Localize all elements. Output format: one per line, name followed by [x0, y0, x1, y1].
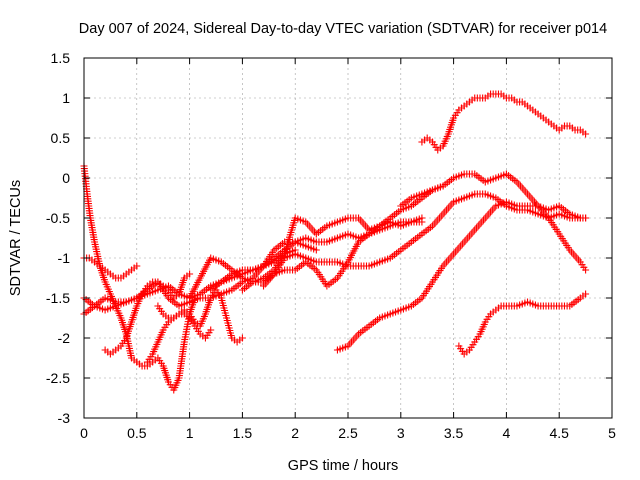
series-arc2	[133, 294, 199, 394]
y-tick-label: -1.5	[46, 290, 70, 306]
series-arc1	[80, 162, 141, 366]
y-tick-label: -0.5	[46, 210, 70, 226]
x-tick-label: 1	[186, 425, 194, 441]
data-point	[207, 326, 215, 334]
y-axis-label: SDTVAR / TECUs	[8, 180, 24, 296]
x-tick-label: 0.5	[127, 425, 147, 441]
data-point	[312, 246, 320, 254]
x-tick-label: 3	[397, 425, 405, 441]
data-point	[582, 290, 590, 298]
data-point	[582, 266, 590, 274]
data-series	[80, 90, 590, 394]
data-point	[582, 214, 590, 222]
y-tick-label: -2.5	[46, 370, 70, 386]
grid	[84, 58, 612, 418]
x-tick-label: 3.5	[444, 425, 464, 441]
data-point	[418, 218, 426, 226]
x-tick-label: 2	[291, 425, 299, 441]
series-arc15	[397, 170, 590, 222]
y-tick-label: 1	[62, 90, 70, 106]
y-tick-label: -1	[58, 250, 71, 266]
x-tick-label: 0	[80, 425, 88, 441]
series-arc3	[80, 254, 141, 282]
y-tick-label: -3	[58, 410, 71, 426]
ticks: 0 0.5 1 1.5 2 2.5 3 3.5 4 4.5 5 -3 -2.5 -2 -1.5 -1 -0.5 0…	[46, 50, 616, 441]
data-point	[238, 334, 246, 342]
y-tick-label: -2	[58, 330, 71, 346]
y-tick-label: 0.5	[51, 130, 71, 146]
series-arc12	[260, 190, 590, 290]
data-point	[582, 130, 590, 138]
x-tick-label: 2.5	[338, 425, 358, 441]
series-arc11	[238, 218, 426, 294]
series-arc14	[333, 198, 590, 354]
chart-title: Day 007 of 2024, Sidereal Day-to-day VTE…	[79, 21, 607, 37]
x-axis-label: GPS time / hours	[288, 458, 398, 474]
x-tick-label: 4	[503, 425, 511, 441]
data-point	[186, 270, 194, 278]
series-arc6	[101, 270, 194, 358]
x-tick-label: 5	[608, 425, 616, 441]
series-arc13	[418, 90, 590, 154]
y-tick-label: 1.5	[51, 50, 71, 66]
data-point	[133, 262, 141, 270]
series-arc16	[455, 290, 590, 358]
x-tick-label: 4.5	[549, 425, 569, 441]
x-tick-label: 1.5	[233, 425, 253, 441]
series-arc8	[154, 286, 246, 346]
y-tick-label: 0	[62, 170, 70, 186]
